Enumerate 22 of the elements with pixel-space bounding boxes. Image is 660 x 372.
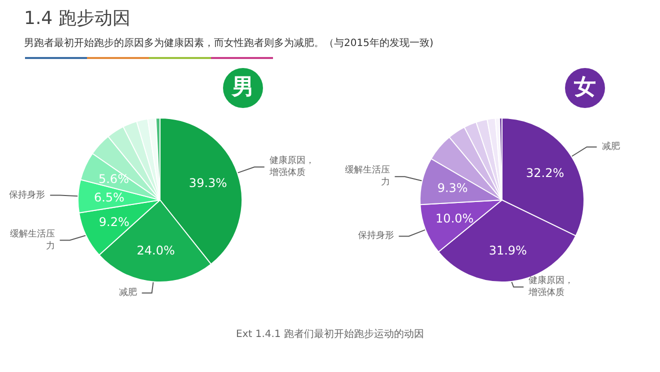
slice-label: 减肥 (602, 140, 620, 152)
slice-label: 缓解生活压力 (344, 164, 390, 188)
slice-label: 保持身形 (9, 189, 46, 200)
chart-subtitle: 男跑者最初开始跑步的原因多为健康因素，而女性跑者则多为减肥。（与2015年的发现一致) (24, 36, 434, 50)
text: Ext 1.4.1 跑者们最初开始跑步运动的动因 (235, 328, 425, 341)
slice-label: 健康原因，增强体质 (528, 275, 574, 298)
data-label: 24.0% (136, 244, 175, 258)
data-label: 9.2% (98, 214, 130, 229)
data-label: 5.6% (98, 172, 129, 186)
text: 男 (223, 68, 263, 108)
data-label: 6.5% (94, 190, 124, 205)
chart-title: 1.4 跑步动因 (24, 7, 130, 30)
data-label: 9.3% (437, 181, 468, 196)
slice-label: 减肥 (118, 287, 137, 298)
data-label: 32.2% (526, 166, 564, 180)
data-label: 39.3% (188, 176, 228, 190)
data-label: 10.0% (436, 211, 474, 226)
data-label: 31.9% (488, 243, 527, 258)
slice-label: 缓解生活压力 (10, 228, 55, 252)
text: 女 (565, 68, 605, 108)
slice-label: 保持身形 (358, 230, 394, 242)
slice-label: 健康原因，增强体质 (268, 155, 314, 178)
